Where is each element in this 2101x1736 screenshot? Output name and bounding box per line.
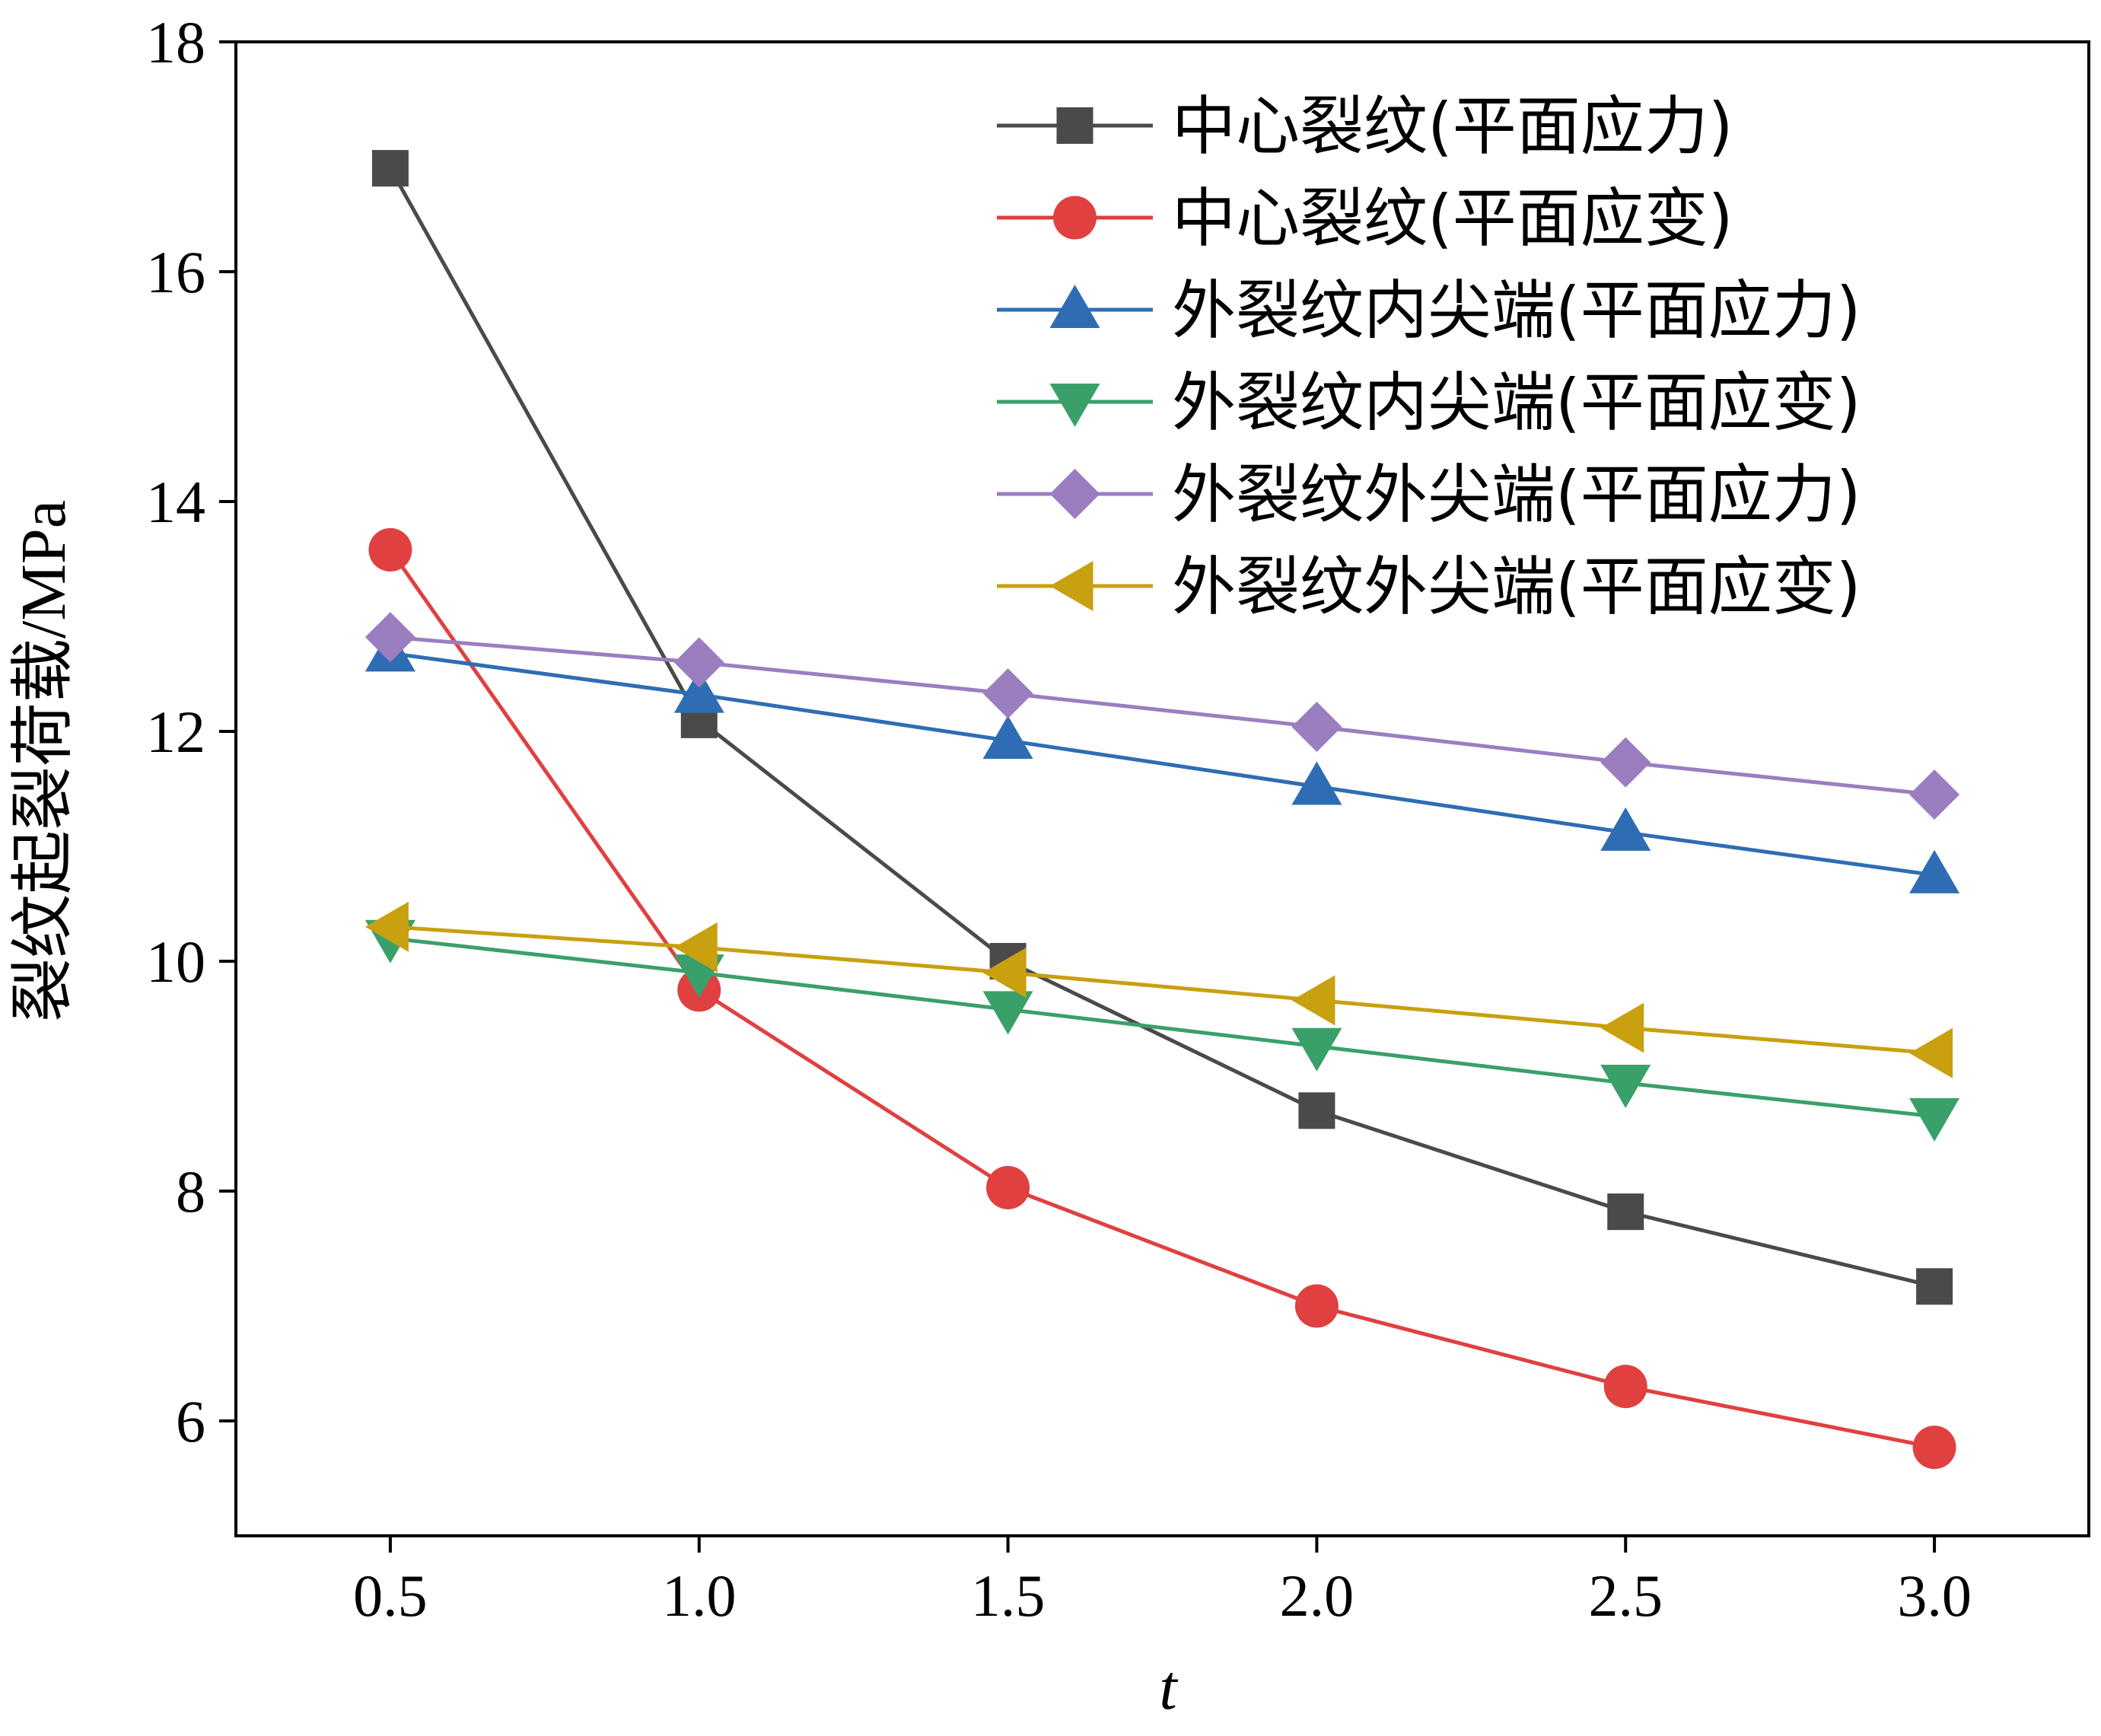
- series-6: [364, 901, 1953, 1078]
- legend-label: 外裂纹外尖端(平面应力): [1172, 457, 1861, 532]
- series-line: [390, 635, 1935, 797]
- legend-label: 中心裂纹(平面应力): [1172, 89, 1733, 164]
- marker-triangle-up: [1291, 761, 1342, 805]
- x-tick-label: 2.0: [1280, 1562, 1355, 1629]
- marker-triangle-left: [673, 922, 718, 973]
- x-tick-label: 1.0: [662, 1562, 737, 1629]
- series-line: [390, 925, 1935, 1056]
- marker-triangle-left: [1909, 1027, 1953, 1078]
- legend-item: 外裂纹外尖端(平面应变): [997, 549, 1861, 624]
- marker-triangle-left: [1049, 561, 1093, 611]
- marker-square: [371, 150, 409, 187]
- marker-triangle-down: [1600, 1065, 1651, 1109]
- series-5: [364, 612, 1960, 820]
- marker-square: [1916, 1268, 1953, 1305]
- y-tick-label: 14: [146, 469, 205, 535]
- series-2: [368, 527, 1956, 1470]
- marker-triangle-up: [1600, 807, 1651, 851]
- marker-triangle-left: [364, 901, 409, 952]
- y-tick-label: 16: [146, 239, 205, 305]
- marker-triangle-down: [1049, 384, 1100, 427]
- x-axis: 0.5 1.0 1.5 2.0 2.5 3.0: [353, 1536, 1972, 1629]
- marker-circle: [1053, 196, 1097, 240]
- marker-triangle-up: [673, 669, 724, 713]
- x-axis-title: t: [1159, 1652, 1179, 1723]
- marker-triangle-down: [1909, 1097, 1960, 1142]
- series-line: [388, 167, 1935, 1288]
- marker-diamond: [1291, 701, 1342, 752]
- y-axis-title: 裂纹起裂荷载/MPa: [8, 500, 79, 1022]
- marker-diamond: [1909, 769, 1960, 820]
- x-tick-label: 3.0: [1897, 1562, 1972, 1629]
- legend-item: 中心裂纹(平面应变): [997, 181, 1733, 256]
- marker-diamond: [1049, 469, 1100, 519]
- plot-frame: [234, 40, 2090, 1537]
- marker-square: [1298, 1092, 1335, 1129]
- marker-triangle-down: [982, 991, 1033, 1035]
- marker-diamond: [982, 668, 1033, 719]
- marker-diamond: [364, 612, 415, 663]
- legend-item: 外裂纹外尖端(平面应力): [997, 457, 1861, 532]
- marker-triangle-left: [1291, 975, 1335, 1026]
- marker-triangle-left: [982, 948, 1027, 999]
- marker-circle: [1294, 1284, 1339, 1328]
- legend-label: 中心裂纹(平面应变): [1172, 181, 1733, 256]
- marker-circle: [1603, 1365, 1647, 1409]
- x-tick-label: 0.5: [353, 1562, 428, 1629]
- x-tick-label: 2.5: [1589, 1562, 1663, 1629]
- marker-diamond: [1600, 737, 1651, 788]
- legend-item: 中心裂纹(平面应力): [997, 89, 1733, 164]
- marker-triangle-up: [982, 715, 1033, 760]
- marker-triangle-up: [1049, 285, 1100, 328]
- y-tick-label: 8: [176, 1158, 205, 1225]
- marker-square: [1607, 1193, 1644, 1231]
- legend-label: 外裂纹内尖端(平面应变): [1172, 365, 1861, 440]
- y-tick-label: 6: [176, 1388, 205, 1454]
- marker-triangle-up: [1909, 849, 1960, 893]
- x-tick-label: 1.5: [971, 1562, 1046, 1629]
- legend: 中心裂纹(平面应力) 中心裂纹(平面应变) 外裂纹内尖端(平面应力) 外裂纹内尖端(平…: [997, 89, 1861, 624]
- legend-label: 外裂纹内尖端(平面应力): [1172, 273, 1861, 348]
- series-line: [390, 936, 1935, 1119]
- series-line: [390, 651, 1935, 878]
- series-line: [388, 548, 1935, 1450]
- y-axis: 6 8 10 12 14 16 18: [146, 9, 236, 1454]
- series-3: [364, 628, 1960, 893]
- series-4: [364, 919, 1960, 1142]
- marker-triangle-down: [1291, 1027, 1342, 1072]
- legend-item: 外裂纹内尖端(平面应变): [997, 365, 1861, 440]
- marker-triangle-left: [1600, 1002, 1644, 1053]
- marker-circle: [1912, 1425, 1956, 1470]
- y-tick-label: 18: [146, 9, 205, 75]
- legend-item: 外裂纹内尖端(平面应力): [997, 273, 1861, 348]
- marker-circle: [368, 527, 412, 572]
- marker-diamond: [673, 637, 724, 688]
- y-tick-label: 10: [146, 929, 205, 995]
- y-tick-label: 12: [146, 699, 205, 765]
- marker-square: [1056, 107, 1093, 144]
- marker-circle: [986, 1165, 1030, 1209]
- legend-label: 外裂纹外尖端(平面应变): [1172, 549, 1861, 624]
- plot-area: [234, 40, 2090, 1537]
